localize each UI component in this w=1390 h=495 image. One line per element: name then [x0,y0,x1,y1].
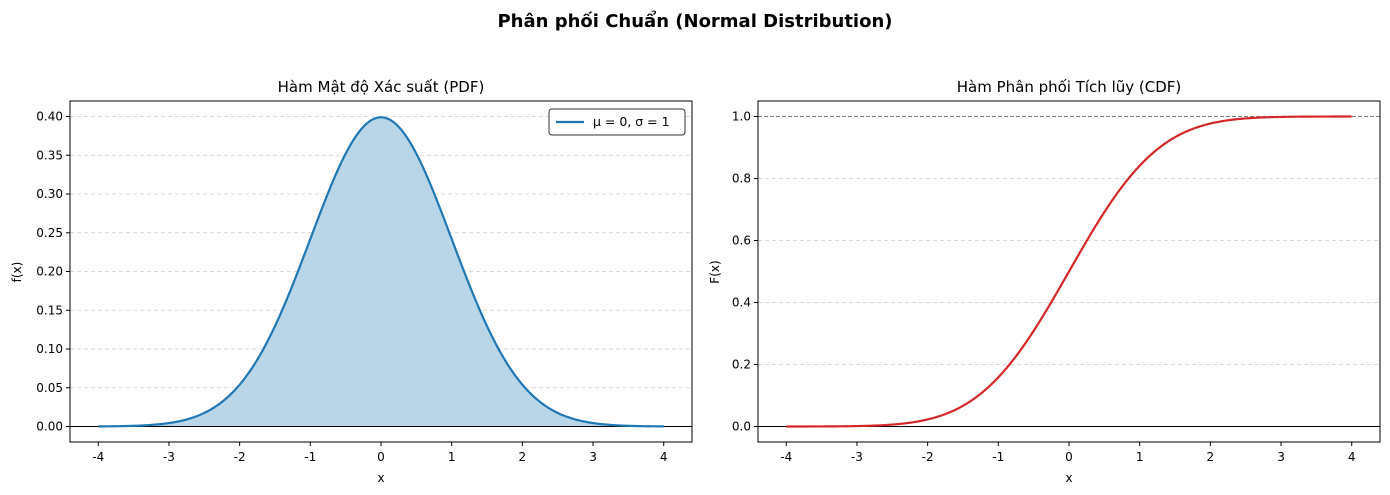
cdf-x-tick-label: -3 [851,450,863,464]
cdf-chart: Hàm Phân phối Tích lũy (CDF) x F(x) -4 -3… [708,78,1381,485]
pdf-area-fill [98,117,664,427]
pdf-x-axis-label: x [377,471,384,485]
cdf-x-tick-label: 3 [1277,450,1285,464]
pdf-y-tick-label: 0.35 [36,148,63,162]
pdf-y-tick-label: 0.05 [36,381,63,395]
pdf-y-tick-label: 0.40 [36,110,63,124]
pdf-y-axis-label: f(x) [10,262,24,283]
pdf-x-tick-label: 4 [660,450,668,464]
pdf-x-tick-label: -1 [304,450,316,464]
cdf-y-tick-label: 0.6 [732,234,751,248]
cdf-series-line [786,115,1352,428]
pdf-chart-title: Hàm Mật độ Xác suất (PDF) [278,78,485,96]
pdf-y-tick-label: 0.25 [36,226,63,240]
cdf-x-tick-label: -4 [780,450,792,464]
pdf-x-tick-label: -3 [163,450,175,464]
figure-suptitle: Phân phối Chuẩn (Normal Distribution) [497,10,892,32]
pdf-legend-label: μ = 0, σ = 1 [593,114,670,129]
pdf-x-tick-label: 1 [448,450,456,464]
cdf-x-tick-label: 0 [1065,450,1073,464]
pdf-x-tick-label: 0 [377,450,385,464]
pdf-y-tick-label: 0.20 [36,265,63,279]
cdf-x-tick-label: -2 [922,450,934,464]
pdf-y-tick-label: 0.15 [36,303,63,317]
pdf-y-tick-label: 0.00 [36,420,63,434]
pdf-x-tick-label: -2 [234,450,246,464]
cdf-x-tick-label: 4 [1348,450,1356,464]
cdf-x-axis-label: x [1065,471,1072,485]
cdf-y-tick-label: 0.0 [732,420,751,434]
cdf-y-tick-label: 1.0 [732,110,751,124]
pdf-legend-box [548,108,686,136]
pdf-series-line [98,116,664,428]
pdf-x-tick-label: 3 [589,450,597,464]
pdf-y-tick-label: 0.10 [36,342,63,356]
pdf-x-tick-label: -4 [92,450,104,464]
pdf-chart: Hàm Mật độ Xác suất (PDF) x f(x) -4 -3 -2 -… [10,78,693,485]
pdf-legend: μ = 0, σ = 1 [548,108,686,136]
cdf-x-tick-label: -1 [992,450,1004,464]
cdf-chart-title: Hàm Phân phối Tích lũy (CDF) [957,78,1182,96]
cdf-y-axis-label: F(x) [708,260,722,283]
cdf-y-tick-label: 0.2 [732,358,751,372]
pdf-x-tick-label: 2 [519,450,527,464]
cdf-y-tick-label: 0.8 [732,172,751,186]
cdf-x-tick-label: 1 [1136,450,1144,464]
cdf-y-tick-label: 0.4 [732,296,751,310]
cdf-x-tick-label: 2 [1207,450,1215,464]
pdf-y-tick-label: 0.30 [36,187,63,201]
